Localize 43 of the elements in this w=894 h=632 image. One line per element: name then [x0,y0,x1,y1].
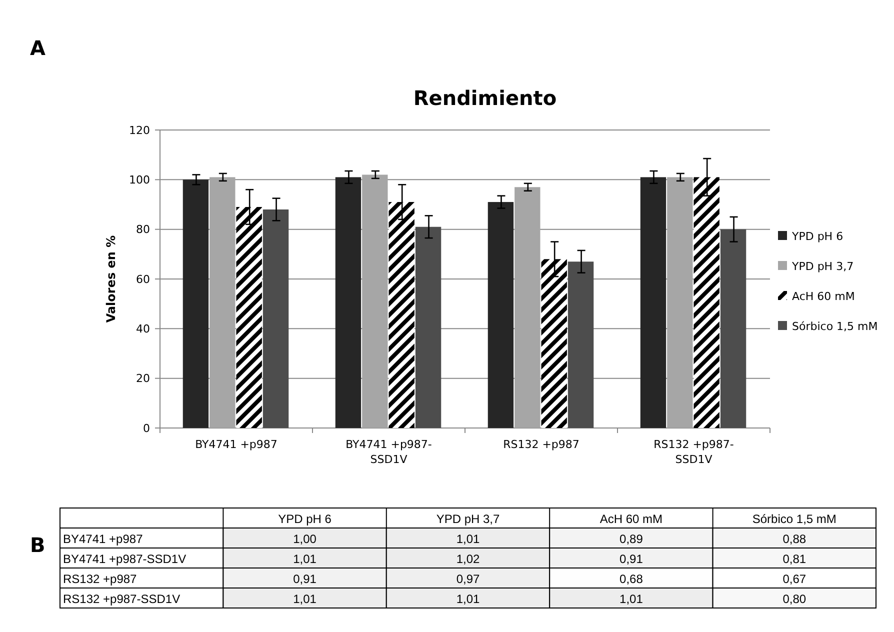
x-tick-label: YPD pH 6 [278,512,332,526]
data-label: 0,97 [456,572,480,586]
data-label: 1,01 [620,592,644,606]
data-label: 0,91 [620,552,644,566]
data-label: 0,68 [620,572,644,586]
chart-title: Rendimiento [413,86,557,110]
x-tick-label: AcH 60 mM [600,512,663,526]
data-label: 0,89 [620,532,644,546]
y-tick-label: 20 [136,372,150,386]
x-tick-label: BY4741 +p987-SSD1V [346,438,432,466]
x-tick-label: BY4741 +p987 [195,438,278,451]
data-label: 0,91 [293,572,317,586]
x-tick-label: RS132 +p987 [503,438,580,451]
data-label: 0,80 [782,592,806,606]
data-label: 1,01 [293,592,317,606]
data-label: 0,88 [782,532,806,546]
y-tick-label: 40 [136,322,150,336]
data-label: 1,01 [293,552,317,566]
x-tick-label: YPD pH 3,7 [436,512,500,526]
data-label: 1,01 [456,592,480,606]
legend-label: AcH 60 mM [792,290,855,303]
data-label: 0,67 [782,572,806,586]
y-tick-label: BY4741 +p987 [63,532,144,546]
legend-label: YPD pH 3,7 [791,260,854,273]
text: A [30,36,46,60]
y-tick-label: BY4741 +p987-SSD1V [63,552,186,566]
y-tick-label: 80 [136,223,150,236]
y-tick-label: 60 [136,272,150,286]
data-label: 1,00 [293,532,317,546]
x-tick-label: Sórbico 1,5 mM [752,512,836,526]
data-label: 1,01 [456,532,480,546]
x-tick-label: RS132 +p987-SSD1V [654,438,734,466]
text: B [30,533,46,557]
y-tick-label: 100 [129,174,150,187]
y-tick-label: RS132 +p987-SSD1V [63,592,180,606]
data-label: 1,02 [456,552,480,566]
legend-label: YPD pH 6 [791,230,844,243]
y-tick-label: 120 [129,124,150,137]
data-label: 0,81 [782,552,806,566]
legend-label: Sórbico 1,5 mM [792,320,878,333]
y-axis-title: Valores en % [104,235,118,323]
y-tick-label: RS132 +p987 [63,572,138,586]
y-tick-label: 0 [143,422,150,435]
